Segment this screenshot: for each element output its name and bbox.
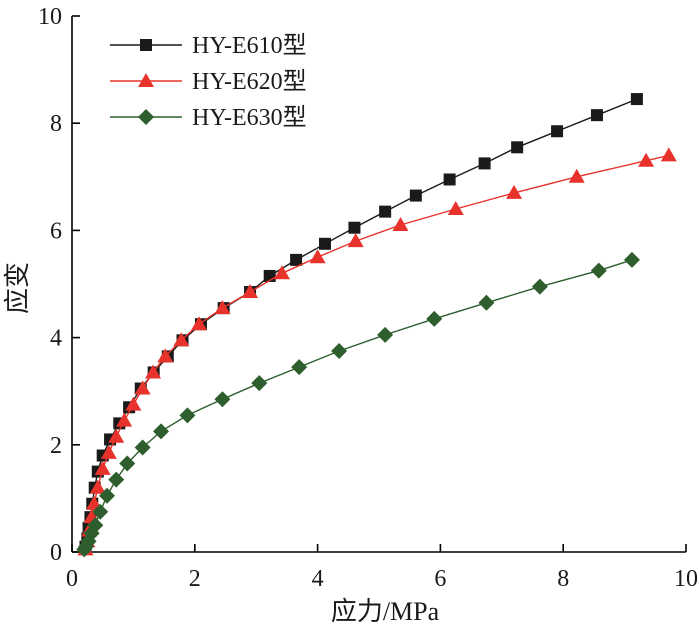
data-point — [179, 407, 196, 424]
legend-item: HY-E620型 — [110, 68, 307, 95]
data-point — [108, 471, 125, 488]
x-tick-label: 8 — [557, 566, 569, 592]
data-point — [568, 168, 585, 183]
legend-label: HY-E610型 — [192, 32, 307, 59]
legend-marker — [138, 109, 154, 125]
data-point — [590, 109, 603, 122]
data-point — [447, 200, 464, 215]
data-point — [506, 184, 523, 199]
data-point — [242, 284, 259, 299]
y-tick-label: 8 — [50, 111, 62, 137]
data-point — [191, 316, 208, 331]
legend-item: HY-E610型 — [110, 32, 307, 59]
data-point — [630, 93, 643, 106]
data-point — [379, 205, 392, 218]
data-point — [531, 278, 548, 295]
data-point — [551, 125, 564, 138]
data-point — [89, 479, 106, 494]
data-point — [125, 396, 142, 411]
data-point — [87, 517, 104, 534]
series-diamond — [76, 251, 640, 558]
data-point — [98, 487, 115, 504]
data-point — [409, 189, 422, 202]
y-tick-label: 0 — [50, 540, 62, 566]
data-point — [134, 380, 151, 395]
data-point — [145, 364, 162, 379]
legend-label: HY-E620型 — [192, 68, 307, 95]
data-point — [153, 423, 170, 440]
data-point — [119, 455, 136, 472]
data-point — [443, 173, 456, 186]
data-point — [108, 428, 125, 443]
y-axis-title: 应变 — [3, 262, 32, 314]
data-point — [100, 444, 117, 459]
data-point — [331, 343, 348, 359]
data-point — [134, 439, 151, 456]
x-tick-label: 4 — [312, 566, 324, 592]
data-point — [291, 359, 308, 376]
x-tick-label: 2 — [189, 566, 201, 592]
x-tick-label: 10 — [674, 566, 698, 592]
data-point — [94, 460, 111, 475]
legend: HY-E610型 HY-E620型 HY-E630型 — [110, 32, 307, 131]
y-ticks: 0 2 4 6 8 10 — [38, 4, 80, 566]
data-point — [426, 310, 443, 327]
data-point — [377, 326, 394, 343]
y-tick-label: 6 — [50, 218, 62, 244]
data-point — [590, 262, 607, 279]
data-point — [478, 294, 495, 311]
series-layer — [76, 93, 677, 558]
data-point — [392, 217, 409, 232]
data-point — [347, 233, 364, 248]
data-point — [92, 503, 109, 520]
data-point — [348, 221, 361, 234]
data-point — [318, 237, 331, 250]
data-point — [214, 300, 231, 315]
y-tick-label: 4 — [50, 326, 62, 352]
data-point — [511, 141, 524, 154]
y-tick-label: 10 — [38, 4, 62, 30]
series-line — [83, 259, 633, 550]
series-triangle — [77, 147, 677, 556]
data-point — [251, 375, 268, 392]
data-point — [173, 332, 190, 347]
legend-marker — [138, 73, 154, 87]
y-tick-label: 2 — [50, 433, 62, 459]
x-tick-label: 0 — [66, 566, 78, 592]
x-tick-label: 6 — [434, 566, 446, 592]
legend-label: HY-E630型 — [192, 104, 307, 131]
data-point — [623, 251, 640, 268]
data-point — [273, 265, 290, 280]
data-point — [290, 253, 303, 266]
data-point — [309, 249, 326, 264]
x-axis-title: 应力/MPa — [331, 597, 440, 626]
data-point — [638, 152, 655, 167]
data-point — [478, 157, 491, 170]
data-point — [660, 147, 677, 162]
legend-item: HY-E630型 — [110, 104, 307, 131]
series-square — [79, 93, 643, 553]
legend-marker — [140, 39, 152, 51]
axes — [71, 16, 686, 553]
data-point — [157, 348, 174, 363]
x-ticks: 0 2 4 6 8 10 — [66, 544, 698, 592]
series-line — [84, 98, 638, 547]
data-point — [116, 412, 133, 427]
data-point — [214, 391, 231, 408]
